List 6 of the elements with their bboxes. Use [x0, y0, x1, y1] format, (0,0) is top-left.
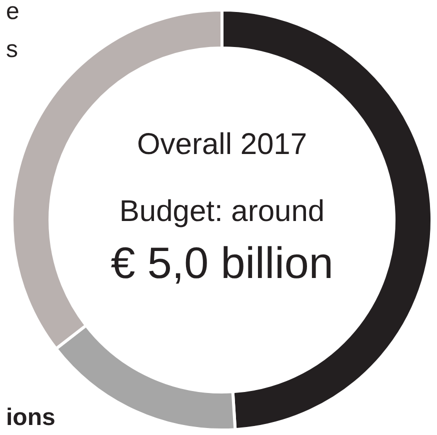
text: e — [6, 0, 20, 25]
text: Budget: around — [119, 195, 325, 228]
text: Overall 2017 — [136, 128, 308, 161]
text: ions — [6, 404, 56, 431]
text: s — [6, 36, 18, 63]
text: € 5,0 billion — [110, 239, 334, 288]
